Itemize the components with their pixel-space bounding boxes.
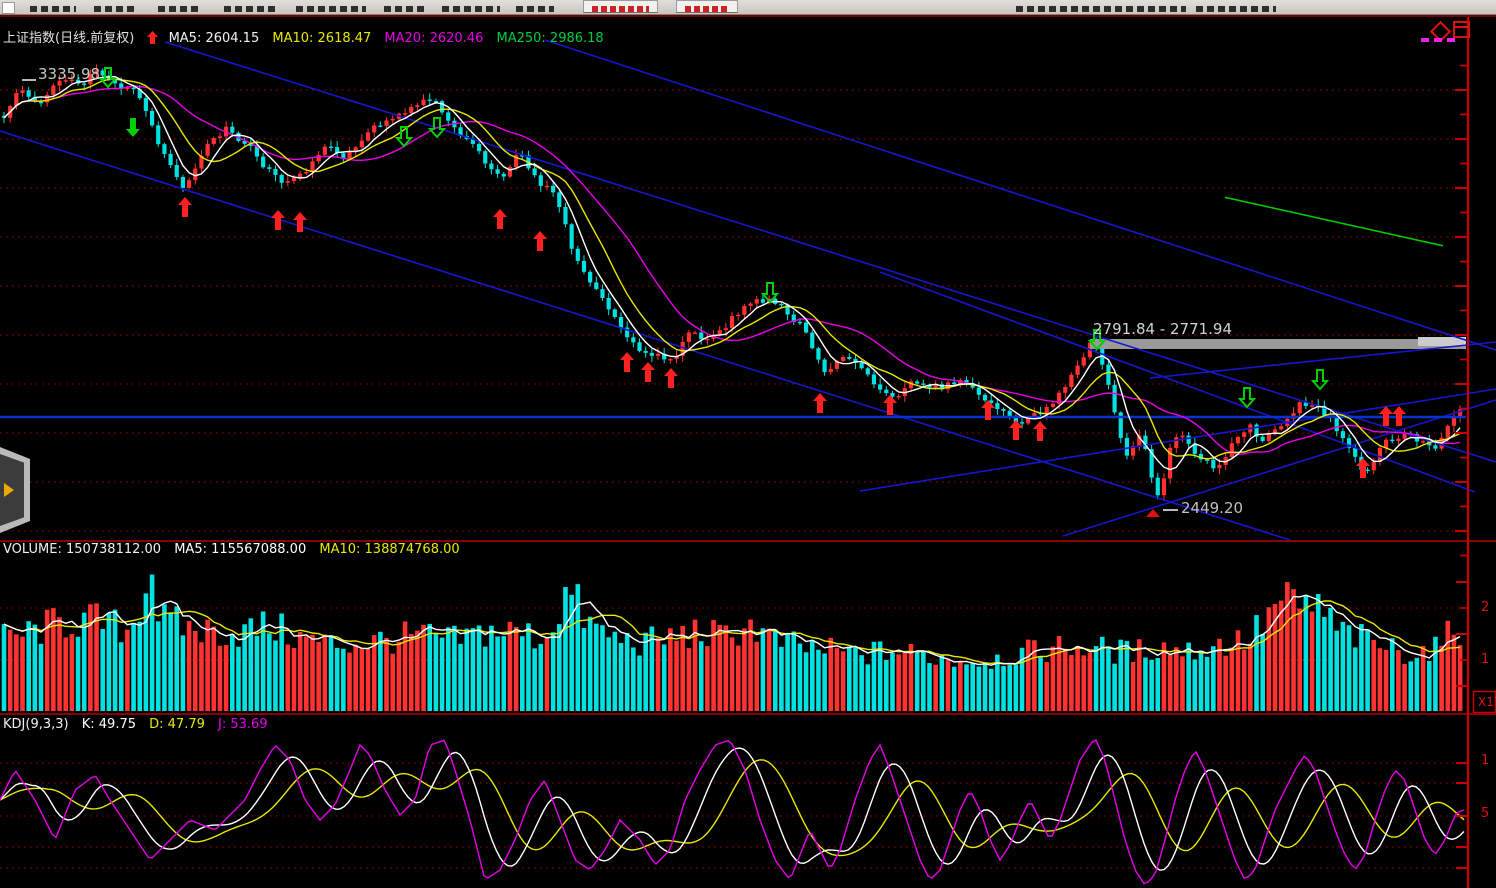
menu-item-fragment[interactable] (224, 6, 278, 12)
ellipsis-icon (1421, 38, 1429, 42)
menu-item-fragment[interactable] (30, 6, 76, 12)
volume-ma5-value: MA5: 115567088.00 (174, 542, 307, 557)
volume-axis-label-1: 1 (1481, 652, 1490, 667)
kdj-axis-label-100: 1 (1481, 753, 1490, 768)
volume-ma10-value: MA10: 138874768.00 (319, 542, 460, 557)
status-text-fragment (1196, 6, 1276, 12)
low-pointer-line (1163, 509, 1178, 511)
menu-item-fragment[interactable] (384, 6, 424, 12)
ma10-value: MA10: 2618.47 (272, 31, 372, 46)
top-toolbar (0, 0, 1496, 15)
sidebar-flyout-handle[interactable] (0, 447, 30, 533)
up-arrow-icon (147, 31, 159, 46)
app-logo-icon[interactable] (2, 2, 15, 14)
button-label-fragment (685, 6, 729, 12)
panel-top-border (0, 15, 1496, 17)
ellipsis-icon (1447, 38, 1455, 42)
price-header: 上证指数(日线.前复权) MA5: 2604.15 MA10: 2618.47 … (3, 27, 613, 46)
ma20-value: MA20: 2620.46 (384, 31, 484, 46)
menu-item-fragment[interactable] (158, 6, 202, 12)
ma5-value: MA5: 2604.15 (168, 31, 260, 46)
low-marker-icon (1146, 509, 1160, 517)
low-price-label: 2449.20 (1181, 499, 1244, 517)
resistance-zone-label: 2791.84 - 2771.94 (1093, 320, 1233, 338)
peak-pointer-line (22, 79, 36, 81)
arrow-right-icon (4, 483, 14, 497)
kdj-d-value: D: 47.79 (149, 717, 205, 732)
ellipsis-icon (1434, 38, 1442, 42)
volume-axis-label-2: 2 (1481, 600, 1490, 615)
window-icon[interactable] (1453, 21, 1470, 38)
ma250-value: MA250: 2986.18 (496, 31, 604, 46)
menu-item-fragment[interactable] (94, 6, 136, 12)
window-icon-bar (1455, 23, 1468, 28)
menu-item-fragment[interactable] (442, 6, 500, 12)
kdj-label: KDJ(9,3,3) (3, 717, 69, 732)
kdj-axis-label-50: 5 (1481, 806, 1490, 821)
button-label-fragment (592, 6, 649, 12)
menu-item-fragment[interactable] (516, 6, 554, 12)
kdj-j-value: J: 53.69 (218, 717, 268, 732)
peak-price-label: 3335.98 (38, 65, 101, 83)
menu-item-fragment[interactable] (296, 6, 366, 12)
toolbar-button-left[interactable] (583, 0, 658, 13)
kdj-k-value: K: 49.75 (81, 717, 136, 732)
kdj-header: KDJ(9,3,3) K: 49.75 D: 47.79 J: 53.69 (3, 717, 277, 732)
volume-header: VOLUME: 150738112.00 MA5: 115567088.00 M… (3, 542, 469, 557)
volume-scale-badge: X17 (1478, 695, 1496, 709)
chart-title: 上证指数(日线.前复权) (3, 31, 135, 46)
status-text-fragment (1016, 6, 1186, 12)
toolbar-button-right[interactable] (676, 0, 738, 13)
volume-value: VOLUME: 150738112.00 (3, 542, 162, 557)
